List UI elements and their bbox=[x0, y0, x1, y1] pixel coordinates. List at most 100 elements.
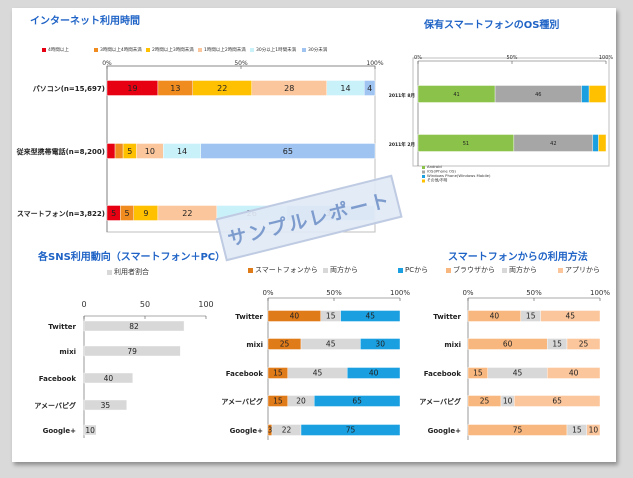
usage-tick-label: 0% bbox=[102, 60, 112, 67]
sns-category-label: mixi bbox=[59, 348, 76, 356]
device-data-label: 45 bbox=[366, 312, 376, 321]
sns-category-label: Google+ bbox=[43, 427, 77, 435]
device-data-label: 15 bbox=[273, 397, 283, 406]
method-legend-label: 両方から bbox=[509, 265, 537, 274]
usage-legend-label: 30分未満 bbox=[308, 46, 328, 53]
device-legend-swatch bbox=[398, 268, 403, 273]
device-data-label: 22 bbox=[282, 426, 292, 435]
method-data-label: 45 bbox=[513, 369, 523, 378]
method-data-label: 15 bbox=[473, 369, 483, 378]
sns-tick-label: 0 bbox=[81, 300, 86, 309]
os-legend-label: Android bbox=[427, 164, 442, 169]
method-category-label: mixi bbox=[444, 341, 461, 349]
usage-legend-swatch bbox=[198, 48, 202, 52]
os-legend-label: その他/不明 bbox=[427, 178, 447, 183]
usage-chart: 0% 50% 100%4時間以上 3時間以上4時間未満 2時間以上3時間未満 1時間以上2… bbox=[16, 46, 614, 440]
usage-data-label: 4 bbox=[367, 84, 372, 93]
device-bar-segment bbox=[300, 424, 401, 436]
usage-legend-swatch bbox=[94, 48, 98, 52]
device-category-label: mixi bbox=[246, 341, 263, 349]
usage-legend-label: 30分以上1時間未満 bbox=[256, 46, 297, 53]
sns-category-label: Twitter bbox=[48, 323, 76, 331]
usage-legend-swatch bbox=[302, 48, 306, 52]
device-bar-segment bbox=[340, 310, 401, 322]
usage-legend-swatch bbox=[250, 48, 254, 52]
method-tick-label: 100% bbox=[590, 289, 610, 297]
method-category-label: アメーバピグ bbox=[419, 397, 461, 406]
device-tick-label: 100% bbox=[390, 289, 410, 297]
usage-bar-segment bbox=[364, 80, 376, 96]
os-bar-segment bbox=[592, 134, 599, 152]
device-data-label: 45 bbox=[326, 340, 336, 349]
method-data-label: 25 bbox=[480, 397, 490, 406]
device-bar-segment bbox=[347, 367, 401, 379]
device-category-label: Google+ bbox=[230, 427, 264, 435]
sns-bar-segment bbox=[83, 424, 97, 436]
method-legend-label: ブラウザから bbox=[453, 265, 495, 274]
device-legend-swatch bbox=[323, 268, 328, 273]
usage-bar-segment bbox=[200, 143, 376, 159]
usage-data-label: 28 bbox=[284, 84, 294, 93]
usage-legend-swatch bbox=[42, 48, 46, 52]
os-tick-label: 0% bbox=[414, 55, 422, 61]
method-bar-segment bbox=[540, 310, 601, 322]
os-bar-segment bbox=[588, 85, 607, 103]
usage-data-label: 13 bbox=[170, 84, 180, 93]
os-tick-label: 100% bbox=[599, 55, 614, 61]
method-data-label: 25 bbox=[579, 340, 589, 349]
sns-bar-segment bbox=[83, 345, 181, 357]
usage-legend-swatch bbox=[146, 48, 150, 52]
method-legend-label: アプリから bbox=[565, 266, 600, 274]
sns-legend-swatch bbox=[107, 270, 112, 275]
method-bar-segment bbox=[547, 367, 601, 379]
method-data-label: 65 bbox=[552, 397, 562, 406]
method-bar-segment bbox=[566, 338, 601, 350]
method-tick-label: 0% bbox=[462, 289, 473, 297]
os-legend-swatch bbox=[422, 170, 425, 174]
os-data-label: 46 bbox=[535, 92, 541, 98]
method-data-label: 45 bbox=[566, 312, 576, 321]
os-data-label: 41 bbox=[453, 92, 459, 98]
method-data-label: 60 bbox=[503, 340, 513, 349]
usage-chart-title: インターネット利用時間 bbox=[30, 16, 140, 27]
method-tick-label: 50% bbox=[526, 289, 542, 297]
method-data-label: 10 bbox=[589, 426, 599, 435]
usage-data-label: 22 bbox=[182, 209, 192, 218]
sns-category-label: Facebook bbox=[39, 375, 77, 383]
usage-data-label: 65 bbox=[283, 147, 293, 156]
usage-data-label: 5 bbox=[125, 209, 130, 218]
device-category-label: アメーバピグ bbox=[221, 397, 263, 406]
os-data-label: 42 bbox=[550, 141, 556, 147]
usage-tick-label: 100% bbox=[366, 60, 383, 67]
sns-data-label: 82 bbox=[129, 322, 139, 331]
usage-legend-label: 1時間以上2時間未満 bbox=[204, 46, 246, 53]
usage-bar-segment bbox=[114, 143, 124, 159]
usage-data-label: 5 bbox=[111, 209, 116, 218]
method-category-label: Google+ bbox=[428, 427, 462, 435]
os-bar-segment bbox=[581, 85, 590, 103]
method-data-label: 40 bbox=[490, 312, 500, 321]
method-data-label: 40 bbox=[569, 369, 579, 378]
device-data-label: 3 bbox=[268, 426, 273, 435]
method-category-label: Twitter bbox=[433, 313, 461, 321]
report-sheet: インターネット利用時間 保有スマートフォンのOS種別 各SNS利用動向（スマート… bbox=[12, 8, 616, 462]
os-bar-segment bbox=[598, 134, 607, 152]
usage-data-label: 5 bbox=[127, 147, 132, 156]
usage-legend-label: 2時間以上3時間未満 bbox=[152, 46, 194, 53]
method-chart-title: スマートフォンからの利用方法 bbox=[448, 252, 588, 263]
device-data-label: 40 bbox=[369, 369, 379, 378]
usage-bar-segment bbox=[106, 143, 116, 159]
method-category-label: Facebook bbox=[424, 370, 462, 378]
os-legend-label: Windows Phone(Windows Mobile) bbox=[427, 173, 491, 178]
method-legend-swatch bbox=[446, 268, 451, 273]
method-bar-segment bbox=[586, 424, 601, 436]
os-chart-title: 保有スマートフォンのOS種別 bbox=[424, 20, 560, 31]
usage-data-label: 19 bbox=[127, 84, 137, 93]
os-category-label: 2011年 2月 bbox=[389, 141, 415, 148]
device-data-label: 75 bbox=[346, 426, 356, 435]
usage-legend-label: 4時間以上 bbox=[48, 46, 69, 53]
sns-tick-label: 100 bbox=[198, 300, 213, 309]
os-data-label: 51 bbox=[463, 141, 469, 147]
os-legend-swatch bbox=[422, 175, 425, 178]
